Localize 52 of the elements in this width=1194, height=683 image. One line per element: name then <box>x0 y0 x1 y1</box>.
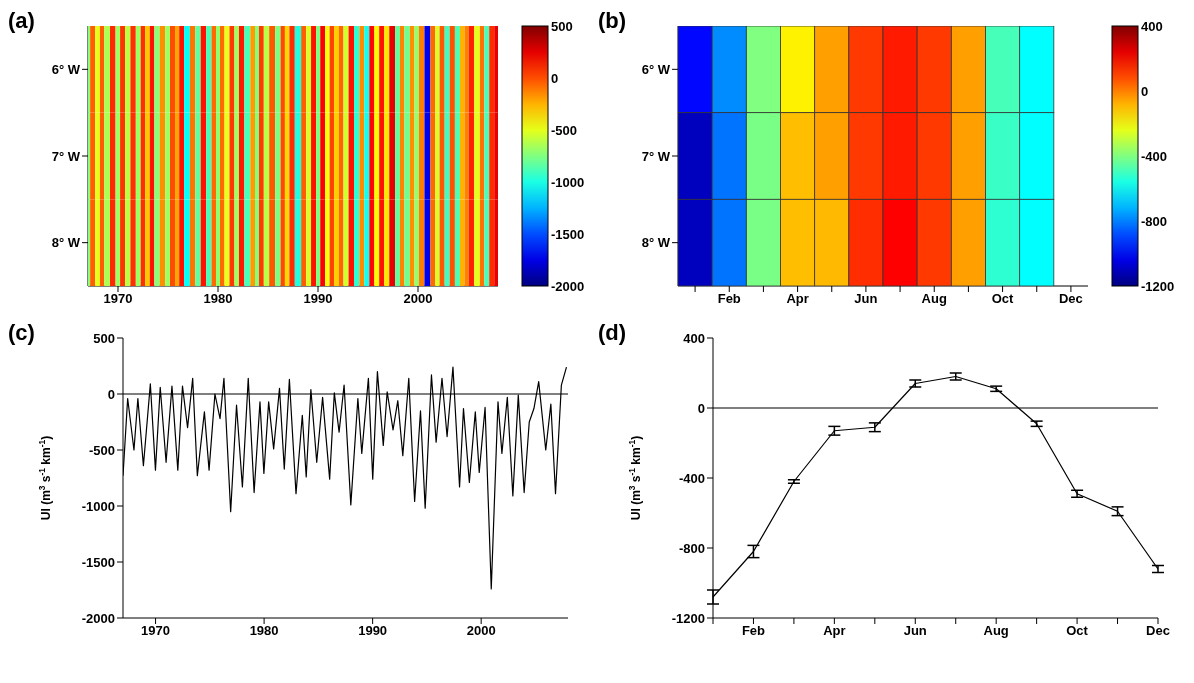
x-tick-label: Aug <box>921 291 947 307</box>
y-tick-label: 8° W <box>641 235 671 251</box>
x-tick-label: Oct <box>991 291 1015 307</box>
y-tick-label: -400 <box>678 470 705 486</box>
color-bar-label: 400 <box>1141 18 1163 34</box>
y-tick-label: 8° W <box>51 235 81 251</box>
color-bar-label: 500 <box>551 18 573 34</box>
chart-title: (a) <box>8 8 35 34</box>
y-tick-label: 0 <box>107 386 115 402</box>
x-tick-label: 1980 <box>203 291 233 307</box>
color-bar-label: -1200 <box>1141 278 1175 294</box>
color-bar-label: -1500 <box>551 226 585 242</box>
y-tick-label: -2000 <box>81 610 115 626</box>
y-tick-label: -1200 <box>671 610 705 626</box>
y-tick-label: -800 <box>678 540 705 556</box>
color-bar-label: -500 <box>551 122 578 138</box>
x-tick-label: 1970 <box>103 291 133 307</box>
x-tick-label: 2000 <box>403 291 433 307</box>
x-tick-label: Dec <box>1146 623 1170 639</box>
x-tick-label: 1990 <box>358 623 388 639</box>
y-tick-label: 7° W <box>641 148 671 164</box>
x-tick-label: Oct <box>1066 623 1089 639</box>
y-tick-label: 7° W <box>51 148 81 164</box>
y-tick-label: 400 <box>683 330 705 346</box>
chart-title: (c) <box>8 320 35 346</box>
chart-title: (d) <box>598 320 627 346</box>
x-tick-label: Aug <box>983 623 1009 639</box>
x-tick-label: Apr <box>786 291 809 307</box>
color-bar-label: -1000 <box>551 174 585 190</box>
color-bar-label: -800 <box>1141 213 1168 229</box>
color-bar-label: 0 <box>551 70 559 86</box>
x-tick-label: 2000 <box>466 623 496 639</box>
color-bar-label: 0 <box>1141 83 1149 99</box>
x-tick-label: Apr <box>823 623 846 639</box>
color-bar-label: -2000 <box>551 278 585 294</box>
y-tick-label: -1500 <box>81 554 115 570</box>
y-tick-label: -500 <box>88 442 115 458</box>
x-tick-label: Dec <box>1058 291 1083 307</box>
color-bar-label: -400 <box>1141 148 1168 164</box>
x-tick-label: 1980 <box>249 623 279 639</box>
y-tick-label: -1000 <box>81 498 115 514</box>
x-tick-label: Jun <box>854 291 878 307</box>
x-tick-label: Feb <box>741 623 766 639</box>
y-tick-label: 6° W <box>641 61 671 77</box>
x-tick-label: Jun <box>903 623 927 639</box>
y-tick-label: 500 <box>93 330 115 346</box>
x-tick-label: Feb <box>717 291 741 307</box>
y-tick-label: 0 <box>697 400 705 416</box>
x-tick-label: 1970 <box>141 623 171 639</box>
chart-title: (b) <box>598 8 627 34</box>
x-tick-label: 1990 <box>303 291 333 307</box>
y-tick-label: 6° W <box>51 61 81 77</box>
